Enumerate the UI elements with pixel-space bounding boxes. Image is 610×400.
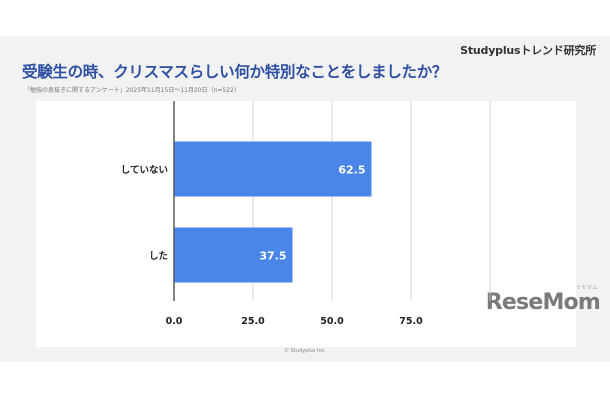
x-tick-label: 0.0 bbox=[166, 316, 183, 327]
chart-subtitle: 「勉強の息抜きに関するアンケート」2025年11月15日〜11月20日（n=52… bbox=[24, 87, 240, 94]
chart-title: 受験生の時、クリスマスらしい何か特別なことをしましたか？ bbox=[22, 63, 448, 81]
copyright-text: © Studyplus Inc. bbox=[284, 348, 326, 354]
bar-chart: 0.0 25.0 50.0 75.0 していない 62.5 した 37.5 bbox=[121, 101, 491, 327]
brand-label: Studyplusトレンド研究所 bbox=[460, 44, 596, 57]
category-label: した bbox=[149, 251, 168, 262]
resemom-logo: リセマム ReseMom bbox=[485, 285, 601, 315]
x-tick-label: 50.0 bbox=[320, 316, 344, 327]
slide-background: Studyplusトレンド研究所 受験生の時、クリスマスらしい何か特別なことをし… bbox=[0, 36, 610, 362]
data-label: 37.5 bbox=[259, 250, 286, 263]
logo-ruby: リセマム bbox=[575, 285, 598, 291]
x-tick-label: 25.0 bbox=[241, 316, 265, 327]
x-tick-label: 75.0 bbox=[399, 316, 423, 327]
data-label: 62.5 bbox=[338, 164, 365, 177]
category-label: していない bbox=[121, 165, 168, 176]
bar bbox=[174, 141, 372, 197]
bar bbox=[174, 227, 293, 283]
logo-text: ReseMom bbox=[485, 290, 601, 315]
